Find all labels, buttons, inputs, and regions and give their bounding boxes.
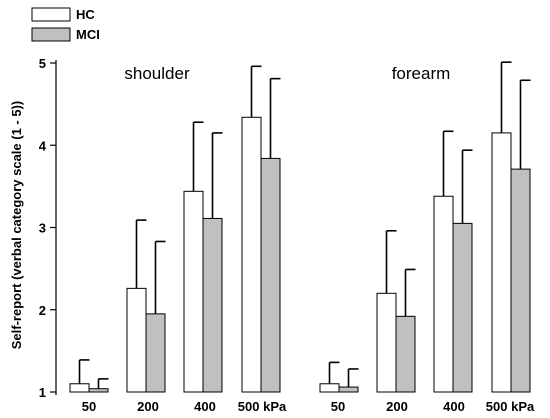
bar-forearm-hc [319,383,340,393]
y-ticks: 1 2 3 4 5 [39,56,56,400]
bar-shoulder-mci [260,157,281,393]
category-label: 400 [194,399,216,414]
legend-swatch-hc [31,7,71,22]
y-tick-label: 3 [39,221,46,236]
error-bars [78,61,531,389]
bar-forearm-mci [510,168,531,393]
group-label-shoulder: shoulder [124,64,190,83]
bar-shoulder-hc [69,383,90,393]
bar-forearm-mci [452,222,473,393]
category-label: 200 [137,399,159,414]
bar-shoulder-hc [241,116,262,393]
bars [69,116,531,393]
bar-forearm-hc [376,292,397,393]
bar-shoulder-hc [183,190,204,393]
group-label-forearm: forearm [392,64,451,83]
bar-forearm-hc [491,132,512,393]
legend-swatch-mci [31,27,71,42]
category-label: 400 [443,399,465,414]
y-tick-label: 4 [39,138,47,153]
legend: HC MCI [31,7,100,42]
bar-forearm-mci [338,386,359,393]
legend-label-hc: HC [76,7,95,22]
category-label: 500 kPa [486,399,535,414]
bar-shoulder-mci [202,217,223,393]
bar-shoulder-mci [88,388,109,393]
category-label: 500 kPa [238,399,287,414]
y-tick-label: 1 [39,385,46,400]
category-label: 50 [331,399,345,414]
bar-shoulder-mci [145,313,166,393]
group-labels: shoulder forearm [124,64,450,83]
bar-forearm-mci [395,315,416,393]
category-labels: 50 200 400 500 kPa 50 200 400 500 kPa [82,399,535,414]
y-axis-label: Self-report (verbal category scale (1 - … [9,101,24,350]
category-label: 50 [82,399,96,414]
y-tick-label: 2 [39,303,46,318]
category-label: 200 [386,399,408,414]
legend-label-mci: MCI [76,27,100,42]
bar-forearm-hc [433,195,454,393]
y-tick-label: 5 [39,56,46,71]
bar-shoulder-hc [126,287,147,393]
